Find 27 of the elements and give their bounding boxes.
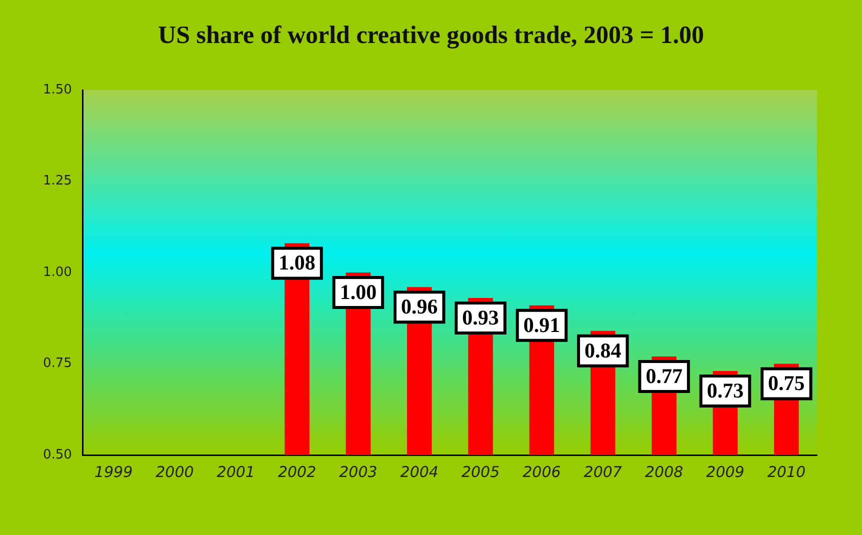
x-tick-label: 2004 xyxy=(400,462,438,481)
y-tick-label: 0.50 xyxy=(42,447,72,462)
x-tick-label: 2003 xyxy=(339,462,378,481)
x-tick-label: 1999 xyxy=(94,462,133,481)
x-tick-label: 2005 xyxy=(461,462,500,481)
data-label: 0.75 xyxy=(768,371,805,396)
x-tick-label: 2001 xyxy=(216,462,255,481)
x-tick-label: 2002 xyxy=(278,462,316,481)
x-tick-label: 2000 xyxy=(156,462,194,481)
y-tick-label: 1.25 xyxy=(42,174,72,189)
x-tick-label: 2009 xyxy=(706,462,744,481)
data-label: 0.91 xyxy=(523,312,560,337)
data-label: 0.96 xyxy=(401,294,438,319)
data-label: 1.00 xyxy=(340,280,377,304)
y-tick-label: 1.00 xyxy=(42,264,72,280)
data-label: 0.93 xyxy=(462,305,499,330)
chart-title: US share of world creative goods trade, 2003 = 1.00 xyxy=(157,22,705,50)
x-tick-label: 2006 xyxy=(522,462,561,481)
data-label: 0.73 xyxy=(706,378,744,402)
y-tick-label: 1.50 xyxy=(42,82,72,98)
x-tick-label: 2008 xyxy=(644,462,684,481)
data-label: 0.84 xyxy=(584,338,622,362)
y-tick-label: 0.75 xyxy=(42,356,72,372)
data-label: 1.08 xyxy=(278,250,316,275)
data-label: 0.77 xyxy=(646,364,682,388)
x-tick-label: 2007 xyxy=(584,462,622,481)
x-tick-label: 2010 xyxy=(767,462,806,481)
